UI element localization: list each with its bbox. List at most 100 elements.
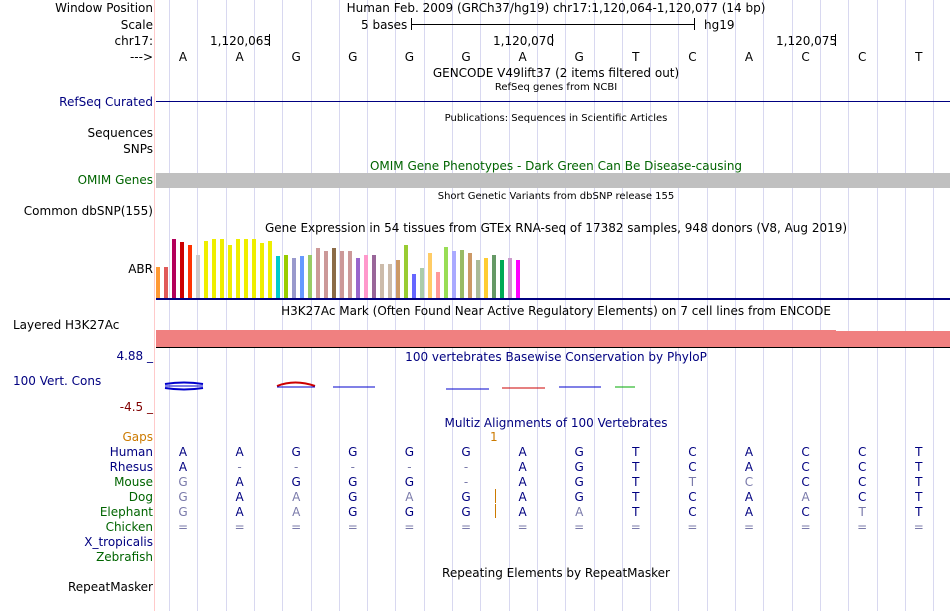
species-label-elephant[interactable]: Elephant — [100, 505, 153, 519]
label-repeatmasker[interactable]: RepeatMasker — [68, 580, 153, 594]
gtex-tissue-bar[interactable] — [332, 248, 336, 298]
h3k27ac-signal[interactable] — [836, 331, 950, 347]
species-label-rhesus[interactable]: Rhesus — [110, 460, 153, 474]
alignment-base: C — [745, 475, 753, 489]
gtex-tissue-bar[interactable] — [412, 274, 416, 298]
gtex-tissue-bar[interactable] — [196, 255, 200, 298]
gtex-tissue-bar[interactable] — [436, 272, 440, 298]
gtex-tissue-bar[interactable] — [500, 260, 504, 298]
gtex-tissue-bar[interactable] — [492, 255, 496, 298]
gtex-tissue-bar[interactable] — [284, 255, 288, 298]
alignment-base: T — [915, 505, 922, 519]
reference-base: G — [292, 50, 301, 64]
publications-track-title[interactable]: Publications: Sequences in Scientific Ar… — [445, 113, 668, 124]
gtex-tissue-bar[interactable] — [228, 245, 232, 298]
alignment-base: G — [461, 505, 470, 519]
gtex-tissue-bar[interactable] — [444, 247, 448, 298]
reference-base: A — [179, 50, 187, 64]
label-sequences[interactable]: Sequences — [88, 126, 153, 140]
gtex-tissue-bar[interactable] — [516, 260, 520, 298]
alignment-base: G — [575, 460, 584, 474]
gtex-tissue-bar[interactable] — [460, 250, 464, 298]
gtex-tissue-bar[interactable] — [356, 258, 360, 298]
label-gaps: Gaps — [122, 430, 153, 444]
gtex-tissue-bar[interactable] — [380, 264, 384, 298]
repeatmasker-track-title[interactable]: Repeating Elements by RepeatMasker — [442, 566, 670, 580]
label-common-dbsnp[interactable]: Common dbSNP(155) — [24, 204, 153, 218]
label-abr[interactable]: ABR — [128, 262, 153, 276]
alignment-base: - — [294, 460, 298, 474]
gtex-tissue-bar[interactable] — [340, 251, 344, 298]
label-refseq-curated[interactable]: RefSeq Curated — [59, 95, 153, 109]
window-position-text: Human Feb. 2009 (GRCh37/hg19) chr17:1,12… — [347, 1, 766, 15]
phylop-conservation-plot[interactable] — [155, 372, 950, 402]
gtex-tissue-bar[interactable] — [388, 264, 392, 298]
gtex-tissue-bar[interactable] — [364, 255, 368, 298]
alignment-base: = — [291, 520, 301, 534]
alignment-base: = — [574, 520, 584, 534]
gencode-track-title[interactable]: GENCODE V49lift37 (2 items filtered out) — [433, 66, 679, 80]
gtex-track-title[interactable]: Gene Expression in 54 tissues from GTEx … — [265, 221, 847, 235]
species-label-human[interactable]: Human — [110, 445, 153, 459]
species-label-mouse[interactable]: Mouse — [114, 475, 153, 489]
label-strand-arrow: ---> — [130, 50, 153, 64]
gtex-tissue-bar[interactable] — [476, 260, 480, 298]
omim-gene-bar[interactable] — [156, 173, 950, 188]
species-label-zebrafish[interactable]: Zebrafish — [96, 550, 153, 564]
alignment-base: = — [461, 520, 471, 534]
gtex-tissue-bar[interactable] — [452, 251, 456, 298]
gtex-bar-chart[interactable] — [156, 236, 556, 298]
gtex-tissue-bar[interactable] — [164, 267, 168, 298]
alignment-base: A — [745, 460, 753, 474]
alignment-base: A — [235, 445, 243, 459]
alignment-base: A — [575, 505, 583, 519]
gtex-tissue-bar[interactable] — [276, 256, 280, 298]
label-snps[interactable]: SNPs — [123, 142, 153, 156]
gtex-tissue-bar[interactable] — [316, 248, 320, 298]
gtex-tissue-bar[interactable] — [188, 245, 192, 298]
gtex-tissue-bar[interactable] — [204, 241, 208, 298]
gtex-tissue-bar[interactable] — [428, 253, 432, 298]
gtex-tissue-bar[interactable] — [212, 239, 216, 298]
alignment-base: T — [632, 490, 639, 504]
gtex-tissue-bar[interactable] — [348, 251, 352, 298]
gtex-tissue-bar[interactable] — [268, 241, 272, 298]
gtex-tissue-bar[interactable] — [172, 239, 176, 298]
gtex-tissue-bar[interactable] — [404, 245, 408, 298]
gtex-tissue-bar[interactable] — [236, 239, 240, 298]
gtex-tissue-bar[interactable] — [372, 255, 376, 298]
species-label-x_tropicalis[interactable]: X_tropicalis — [84, 535, 153, 549]
alignment-base: = — [404, 520, 414, 534]
gtex-tissue-bar[interactable] — [244, 239, 248, 298]
gtex-tissue-bar[interactable] — [308, 255, 312, 298]
gtex-tissue-bar[interactable] — [260, 243, 264, 298]
gtex-tissue-bar[interactable] — [508, 258, 512, 298]
label-vert-cons[interactable]: 100 Vert. Cons — [13, 374, 101, 388]
refseq-gene-line[interactable] — [156, 101, 950, 102]
multiz-track-title[interactable]: Multiz Alignments of 100 Vertebrates — [444, 416, 667, 430]
gtex-tissue-bar[interactable] — [156, 267, 160, 298]
species-label-dog[interactable]: Dog — [129, 490, 153, 504]
gtex-tissue-bar[interactable] — [252, 239, 256, 298]
alignment-base: A — [745, 445, 753, 459]
gtex-tissue-bar[interactable] — [484, 258, 488, 298]
gtex-tissue-bar[interactable] — [468, 253, 472, 298]
phylop-track-title[interactable]: 100 vertebrates Basewise Conservation by… — [405, 350, 707, 364]
gtex-tissue-bar[interactable] — [324, 251, 328, 298]
gtex-tissue-bar[interactable] — [220, 239, 224, 298]
reference-base: C — [858, 50, 866, 64]
gtex-tissue-bar[interactable] — [396, 260, 400, 298]
label-omim-genes[interactable]: OMIM Genes — [78, 173, 153, 187]
label-layered-h3k27ac[interactable]: Layered H3K27Ac — [13, 318, 119, 332]
alignment-base: T — [915, 490, 922, 504]
gtex-tissue-bar[interactable] — [420, 268, 424, 298]
gtex-tissue-bar[interactable] — [300, 256, 304, 298]
h3k27ac-signal[interactable] — [156, 330, 836, 347]
alignment-base: G — [178, 505, 187, 519]
omim-track-title[interactable]: OMIM Gene Phenotypes - Dark Green Can Be… — [370, 159, 742, 173]
alignment-base: A — [518, 460, 526, 474]
species-label-chicken[interactable]: Chicken — [106, 520, 153, 534]
gtex-tissue-bar[interactable] — [292, 258, 296, 298]
h3k27ac-track-title[interactable]: H3K27Ac Mark (Often Found Near Active Re… — [281, 304, 831, 318]
gtex-tissue-bar[interactable] — [180, 242, 184, 298]
